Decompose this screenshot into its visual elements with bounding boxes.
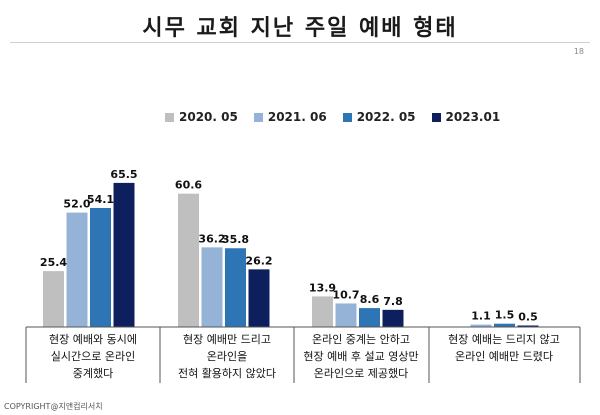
legend-label: 2020. 05: [179, 110, 238, 124]
category-label-line: 현장 예배와 동시에: [49, 333, 137, 346]
bar: [248, 269, 270, 327]
data-label: 60.6: [175, 179, 202, 192]
legend-item: 2020. 05: [165, 110, 238, 124]
category-label-line: 전혀 활용하지 않았다: [178, 366, 276, 380]
chart-legend: 2020. 05 2021. 06 2022. 05 2023.01: [165, 109, 500, 125]
data-label: 65.5: [110, 168, 137, 181]
bar: [359, 308, 380, 327]
bar: [90, 207, 111, 327]
data-label: 25.4: [40, 256, 67, 269]
data-label: 54.1: [87, 193, 114, 206]
data-label: 36.2: [198, 232, 225, 245]
data-label: 13.9: [309, 281, 336, 294]
category-label-line: 현장 예배만 드리고: [183, 333, 271, 346]
legend-label: 2023.01: [445, 110, 501, 124]
category-label-line: 온라인 예배만 드렸다: [455, 350, 553, 363]
data-label: 1.1: [471, 310, 491, 323]
data-label: 35.8: [222, 233, 249, 246]
category-label-line: 중계했다: [73, 367, 113, 380]
legend-label: 2021. 06: [267, 110, 327, 124]
page-number: 18: [573, 47, 584, 56]
bar: [201, 247, 223, 327]
category-label-line: 온라인 중계는 안하고: [312, 332, 410, 346]
legend-swatch: [253, 112, 263, 122]
data-label: 26.2: [245, 254, 272, 267]
legend-swatch: [431, 112, 441, 122]
data-label: 7.8: [383, 295, 403, 308]
category-label-line: 온라인을: [207, 350, 247, 363]
data-label: 1.5: [495, 309, 515, 322]
bar: [113, 182, 135, 327]
legend-item: 2023.01: [431, 110, 501, 124]
bar: [517, 325, 539, 327]
legend-item: 2021. 06: [253, 110, 327, 124]
data-label: 52.0: [63, 198, 90, 211]
bar: [312, 296, 333, 327]
title-divider: [10, 42, 590, 43]
category-label-line: 현장 예배는 드리지 않고: [448, 333, 560, 346]
bar: [470, 324, 492, 327]
category-label-line: 실시간으로 온라인: [51, 350, 135, 363]
data-label: 10.7: [332, 288, 359, 301]
bar: [43, 271, 64, 327]
copyright-text: COPYRIGHT@지앤컴리서치: [4, 402, 103, 411]
bar: [335, 303, 357, 327]
legend-swatch: [165, 112, 174, 122]
legend-label: 2022. 05: [356, 110, 416, 124]
legend-item: 2022. 05: [342, 110, 416, 124]
bar: [178, 193, 199, 327]
category-label-line: 온라인으로 제공했다: [314, 367, 409, 380]
page-title: 시무 교회 지난 주일 예배 형태: [142, 16, 458, 41]
bar: [66, 212, 88, 327]
bar: [225, 248, 246, 327]
data-label: 8.6: [360, 293, 380, 306]
legend-swatch: [342, 112, 352, 122]
bar: [494, 323, 515, 327]
bar: [382, 309, 404, 327]
data-label: 0.5: [518, 311, 538, 324]
category-label-line: 현장 예배 후 설교 영상만: [303, 350, 418, 363]
